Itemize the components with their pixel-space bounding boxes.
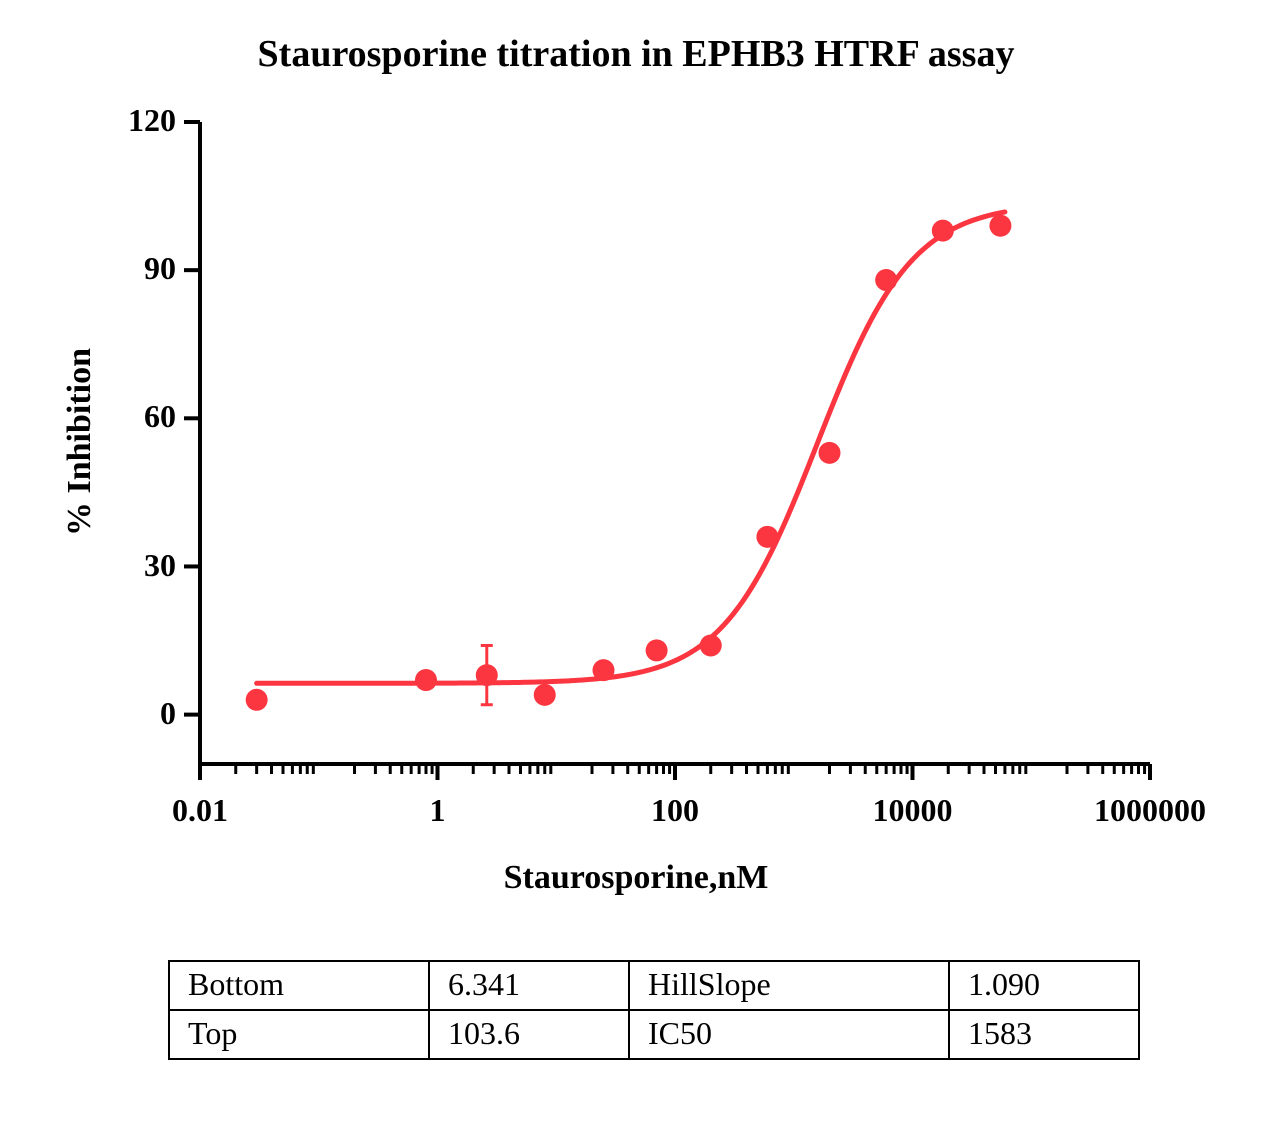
data-point (932, 220, 954, 242)
data-point (818, 442, 840, 464)
data-point (756, 526, 778, 548)
x-tick-label: 1 (338, 792, 538, 829)
data-point (989, 215, 1011, 237)
data-point (415, 669, 437, 691)
param-cell: 103.6 (429, 1010, 629, 1059)
data-point (646, 639, 668, 661)
param-cell: Bottom (169, 961, 429, 1010)
y-tick-label: 90 (144, 250, 176, 287)
param-cell: 6.341 (429, 961, 629, 1010)
y-tick-label: 60 (144, 398, 176, 435)
data-point (246, 689, 268, 711)
data-point (875, 269, 897, 291)
x-tick-label: 0.01 (100, 792, 300, 829)
y-tick-label: 0 (160, 695, 176, 732)
x-tick-label: 1000000 (1050, 792, 1250, 829)
param-cell: IC50 (629, 1010, 949, 1059)
param-cell: 1583 (949, 1010, 1139, 1059)
x-tick-label: 100 (575, 792, 775, 829)
y-tick-label: 120 (128, 102, 176, 139)
param-cell: HillSlope (629, 961, 949, 1010)
param-cell: 1.090 (949, 961, 1139, 1010)
x-tick-label: 10000 (813, 792, 1013, 829)
dose-response-chart (0, 0, 1272, 1122)
param-cell: Top (169, 1010, 429, 1059)
data-point (593, 659, 615, 681)
data-point (476, 664, 498, 686)
fit-parameters-table: Bottom6.341HillSlope1.090 Top103.6IC50158… (168, 960, 1140, 1060)
data-point (534, 684, 556, 706)
y-tick-label: 30 (144, 547, 176, 584)
data-point (700, 634, 722, 656)
